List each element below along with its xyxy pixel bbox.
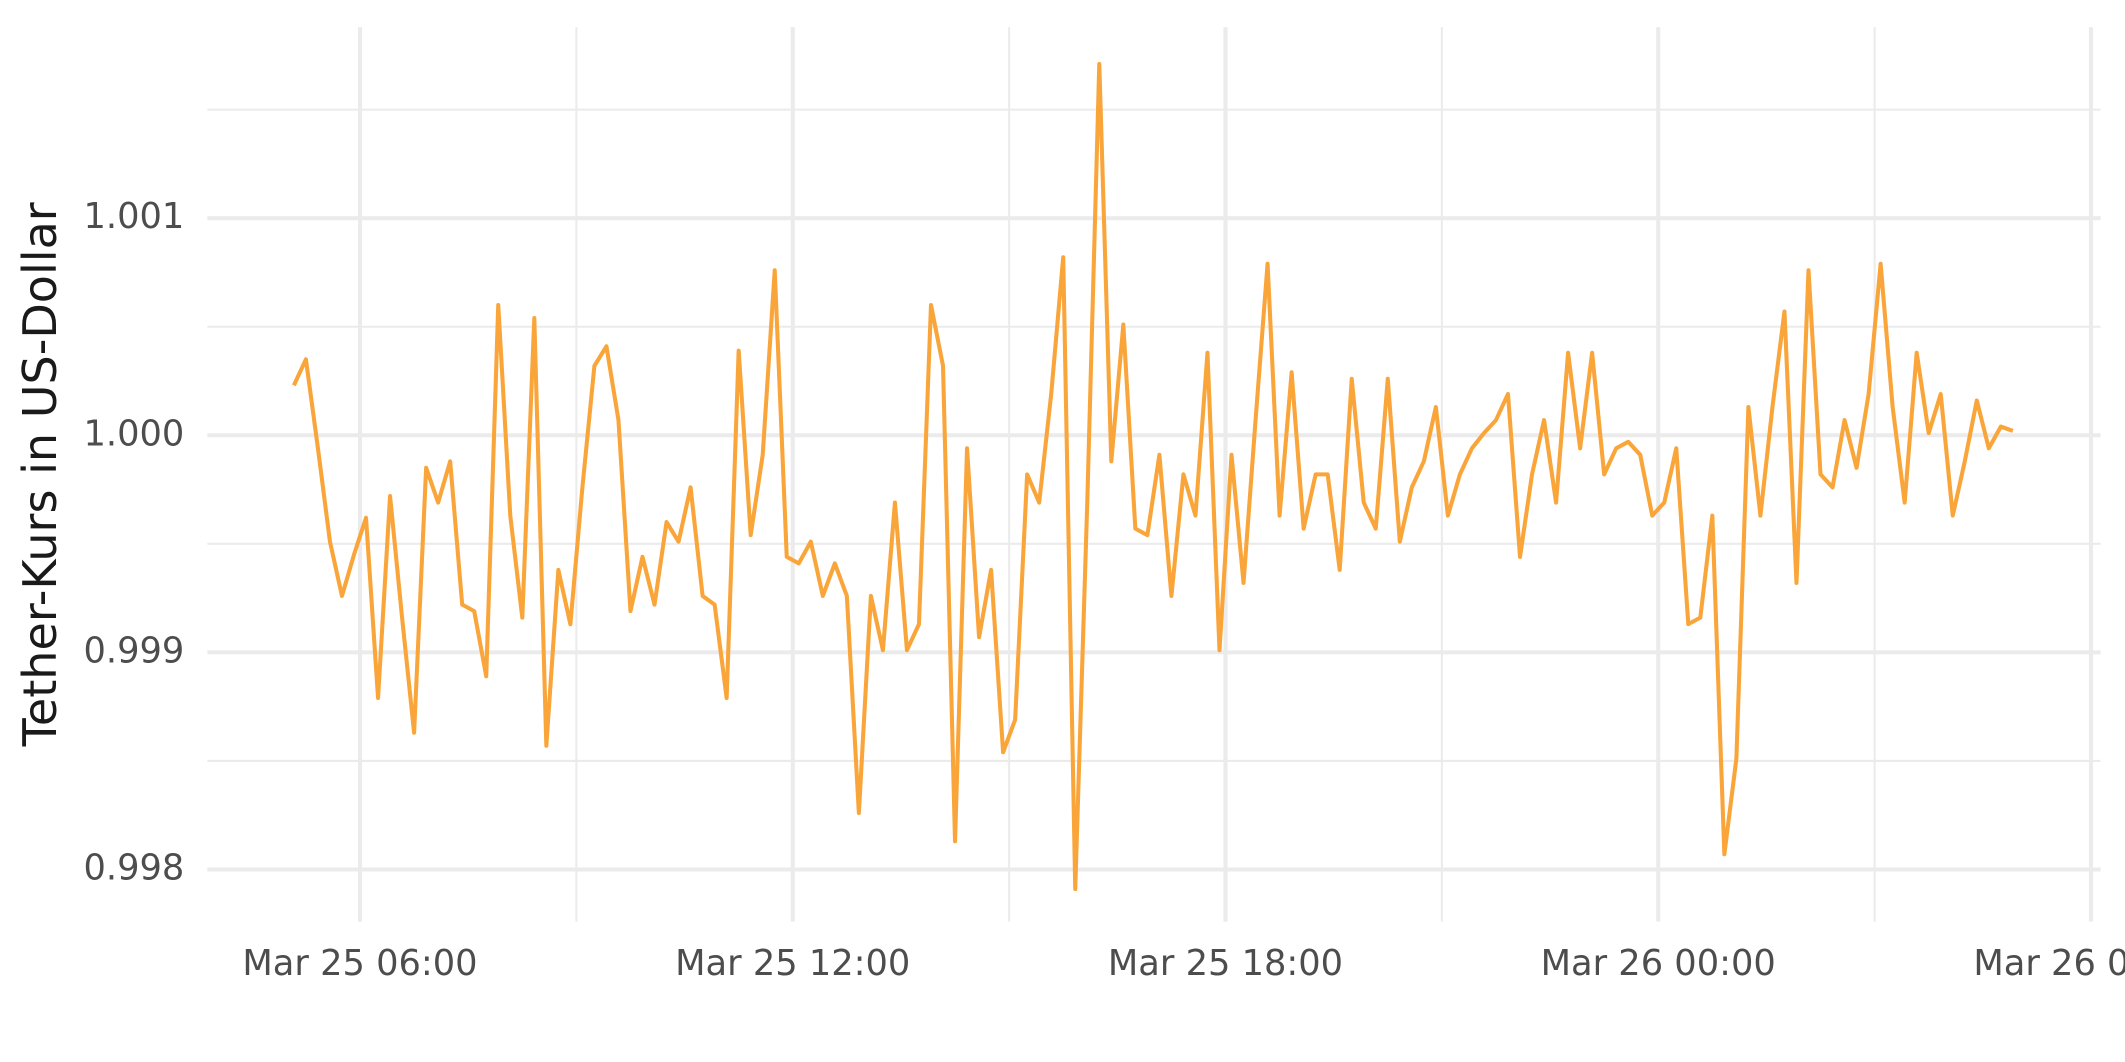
x-tick-label: Mar 25 06:00 xyxy=(242,943,477,984)
x-tick-label: Mar 26 00:00 xyxy=(1541,943,1776,984)
y-tick-label: 0.999 xyxy=(83,630,184,671)
x-tick-label: Mar 25 12:00 xyxy=(675,943,910,984)
y-tick-label: 1.000 xyxy=(83,413,184,454)
y-tick-label: 0.998 xyxy=(83,847,184,888)
y-tick-label: 1.001 xyxy=(83,196,184,237)
y-axis-title: Tether-Kurs in US-Dollar xyxy=(13,202,67,747)
x-tick-label: Mar 25 18:00 xyxy=(1108,943,1343,984)
x-tick-label: Mar 26 06:00 xyxy=(1973,943,2125,984)
series-line xyxy=(292,61,2014,892)
